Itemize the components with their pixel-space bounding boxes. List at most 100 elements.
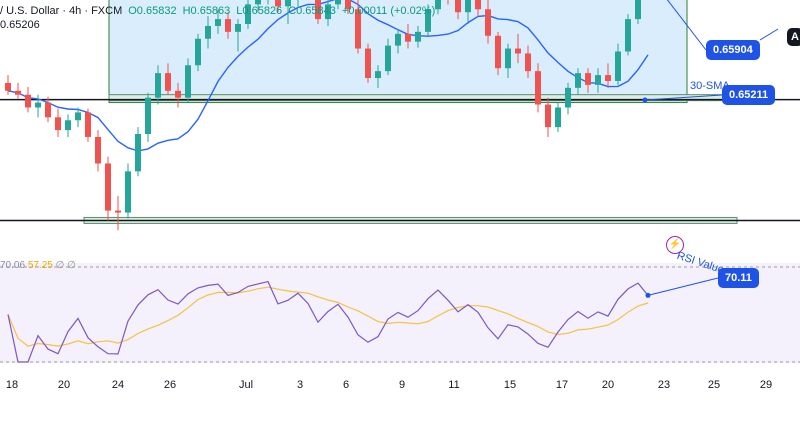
x-tick-label: 9 [398, 379, 406, 391]
x-tick-label: 23 [657, 379, 671, 391]
indicator-value: 0.65206 [0, 19, 40, 31]
candle-body [115, 210, 121, 213]
candle-body [635, 0, 641, 20]
candle-body [585, 73, 591, 85]
candle-body [255, 0, 261, 5]
x-tick-label: 6 [342, 379, 350, 391]
candle-body [435, 0, 441, 10]
low-value: L0.65826 [236, 5, 283, 17]
candle-body [55, 117, 61, 131]
sma-badge: 0.65211 [722, 85, 776, 105]
candle-body [45, 102, 51, 118]
candle-body [25, 94, 31, 108]
candle-body [555, 107, 561, 128]
candle-body [355, 9, 361, 49]
alert-icon[interactable]: ⚡ [666, 236, 684, 254]
candle-body [325, 4, 331, 20]
candle-body [215, 19, 221, 26]
rsi-pointer-dot [645, 292, 651, 298]
candle-body [595, 75, 601, 85]
candle-body [135, 134, 141, 172]
candle-body [235, 24, 241, 32]
x-tick-label: 29 [759, 379, 773, 391]
candle-body [125, 171, 131, 213]
sma-pointer [644, 94, 723, 101]
candle-body [95, 136, 101, 164]
symbol-header: / U.S. Dollar · 4h · FXCM O0.65832 H0.65… [0, 3, 435, 19]
candle-body [415, 31, 421, 42]
x-tick-label: Jul [238, 379, 254, 391]
candle-body [105, 163, 111, 211]
candle-body [495, 35, 501, 69]
candle-body [5, 82, 11, 91]
candle-body [395, 33, 401, 46]
price-badge: 0.65904 [706, 40, 760, 60]
x-tick-label: 25 [707, 379, 721, 391]
rsi-header-value-1: 70.06 [0, 260, 26, 271]
candle-body [225, 19, 231, 32]
x-tick-label: 11 [448, 379, 460, 391]
x-tick-label: 18 [5, 379, 19, 391]
candle-body [455, 0, 461, 13]
x-tick-label: 26 [163, 379, 177, 391]
rsi-line [7, 280, 649, 363]
candle-body [245, 4, 251, 24]
rsi-badge: 70.11 [718, 268, 759, 288]
candle-body [465, 0, 471, 13]
candle-body [525, 53, 531, 72]
rsi-header-value-2: 57.25 [27, 260, 53, 271]
candle-body [615, 51, 621, 81]
candle-body [565, 87, 571, 108]
rsi-ma-line [7, 286, 649, 347]
candle-body [345, 0, 351, 10]
candle-body [65, 120, 71, 131]
high-value: H0.65863 [182, 5, 231, 17]
candle-body [175, 90, 181, 98]
candle-body [385, 45, 391, 72]
x-tick-label: 17 [555, 379, 569, 391]
candle-body [85, 112, 91, 137]
open-value: O0.65832 [128, 5, 177, 17]
candle-body [405, 33, 411, 42]
rsi-header-value-3: ∅ ∅ [55, 260, 76, 271]
candle-body [285, 0, 291, 7]
candle-body [625, 19, 631, 52]
candle-body [425, 9, 431, 32]
candle-body [545, 104, 551, 128]
candle-body [165, 73, 171, 91]
x-tick-label: 20 [57, 379, 71, 391]
rsi-pointer [647, 277, 719, 296]
corner-price-tag: A [787, 28, 800, 46]
candle-body [375, 71, 381, 79]
candle-body [145, 97, 151, 135]
candle-body [535, 71, 541, 105]
change-value: +0.00011 (+0.02%) [341, 5, 436, 17]
x-tick-label: 20 [601, 379, 615, 391]
close-value: C0.65843 [288, 5, 336, 17]
candle-body [35, 102, 41, 108]
sma-pointer-dot [642, 97, 648, 103]
price-pointer [666, 0, 707, 51]
x-tick-label: 15 [503, 379, 517, 391]
x-tick-label: 24 [111, 379, 125, 391]
candle-body [365, 48, 371, 79]
candle-body [475, 0, 481, 10]
x-tick-label: 3 [296, 379, 304, 391]
candle-body [275, 0, 281, 7]
candle-body [515, 48, 521, 54]
candle-body [185, 65, 191, 98]
candle-body [605, 75, 611, 81]
candle-body [155, 73, 161, 98]
sma-label: 30-SMA [690, 80, 730, 92]
corner-pointer [759, 28, 779, 41]
candle-body [205, 25, 211, 39]
candle-body [75, 112, 81, 121]
candle-body [575, 73, 581, 88]
rsi-header[interactable]: 70.06 57.25 ∅ ∅ [0, 260, 76, 271]
symbol-label[interactable]: / U.S. Dollar · 4h · FXCM [0, 5, 123, 17]
candle-body [195, 38, 201, 66]
candle-body [485, 9, 491, 36]
candle-body [315, 0, 321, 20]
